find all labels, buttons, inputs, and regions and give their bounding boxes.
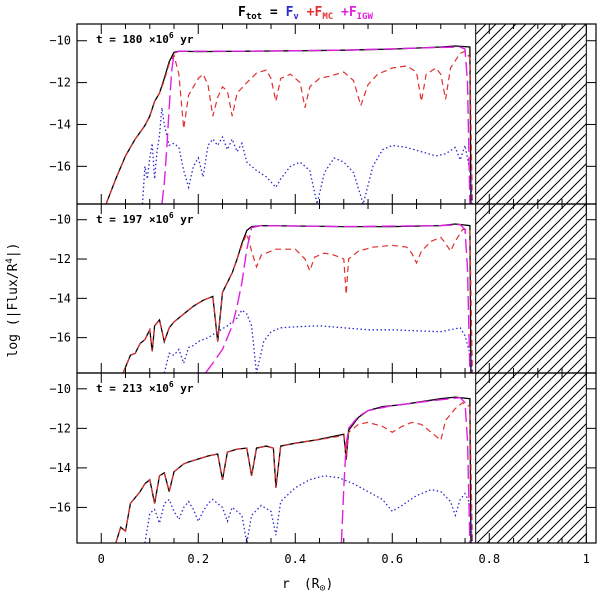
- y-tick-label: −16: [49, 331, 71, 345]
- series-line-f-v: [163, 309, 473, 373]
- panel-frame: [76, 372, 597, 544]
- y-tick-label: −14: [49, 461, 71, 475]
- title-lhs: F: [238, 5, 246, 20]
- panel-time-label: t = 213 ×106 yr: [96, 380, 194, 395]
- series-line-f-v: [141, 107, 473, 204]
- title-term-mc-sub: MC: [322, 12, 333, 22]
- title-term-v: F: [286, 5, 294, 20]
- y-tick-label: −12: [49, 252, 71, 266]
- x-tick-label: 0.4: [284, 552, 306, 566]
- y-tick-label: −16: [49, 159, 71, 173]
- x-tick-label: 0.2: [187, 552, 209, 566]
- series-line-f-tot: [122, 223, 472, 373]
- y-axis-label: log (|Flux/R4|): [5, 243, 21, 358]
- x-tick-label: 0.6: [381, 552, 403, 566]
- y-tick-label: −14: [49, 291, 71, 305]
- series-line-f-mc: [122, 228, 473, 373]
- y-tick-label: −10: [49, 213, 71, 227]
- y-tick-label: −10: [49, 382, 71, 396]
- title-equals: =: [262, 5, 285, 20]
- series-line-f-tot: [115, 396, 472, 543]
- series-line-f-igw: [340, 396, 471, 543]
- x-tick-label: 0.8: [478, 552, 500, 566]
- hatched-region: [475, 372, 587, 544]
- x-tick-label: 1: [583, 552, 590, 566]
- panel-1: −10 −12 −14 −16 t = 180 ×106 yr: [49, 23, 597, 205]
- y-tick-label: −16: [49, 500, 71, 514]
- panel-time-label: t = 180 ×106 yr: [96, 31, 194, 46]
- x-tick-label: 0: [98, 552, 105, 566]
- panel-2: −10 −12 −14 −16 t = 197 ×106 yr: [49, 203, 597, 374]
- y-tick-label: −12: [49, 76, 71, 90]
- hatched-region: [475, 23, 587, 205]
- y-tick-label: −10: [49, 34, 71, 48]
- series-line-f-igw: [161, 46, 471, 204]
- y-tick-label: −12: [49, 421, 71, 435]
- title-term-v-sub: v: [293, 12, 299, 22]
- chart-title: Ftot = Fv +FMC +FIGW: [238, 5, 373, 22]
- title-lhs-sub: tot: [246, 12, 262, 22]
- series-line-f-mc: [105, 50, 473, 204]
- sun-symbol-icon: ⊙: [319, 583, 325, 594]
- panel-3: −10 −12 −14 −16 t = 213 ×106 yr: [49, 372, 597, 544]
- title-term-mc: F: [314, 5, 322, 20]
- panel-time-label: t = 197 ×106 yr: [96, 211, 194, 226]
- series-line-f-mc: [115, 401, 473, 543]
- y-tick-label: −14: [49, 117, 71, 131]
- x-axis-label: r (R⊙): [282, 577, 333, 594]
- hatched-region: [475, 203, 587, 374]
- series-line-f-igw: [204, 223, 471, 373]
- title-plus-1: +: [299, 5, 315, 20]
- title-term-igw-sub: IGW: [357, 12, 374, 22]
- title-plus-2: +: [333, 5, 349, 20]
- series-line-f-v: [144, 475, 473, 543]
- title-term-igw: F: [349, 5, 357, 20]
